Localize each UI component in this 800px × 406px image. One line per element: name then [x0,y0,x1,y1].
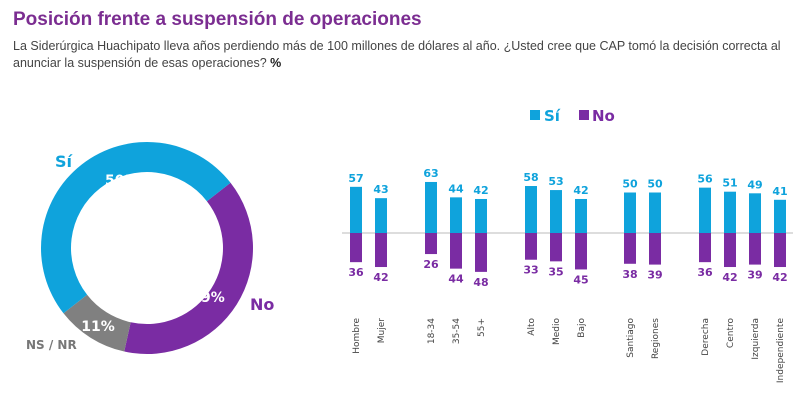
unit-label: % [270,56,282,70]
bar-no-Derecha [699,233,711,263]
label-no-Mujer: 42 [373,271,388,284]
donut-value-label: 11% [81,319,115,335]
category-label-Hombre: Hombre [352,318,362,354]
bar-si-18-34 [425,181,437,233]
label-si-Izquierda: 49 [747,178,762,191]
label-no-Medio: 35 [548,265,563,278]
bar-no-Izquierda [749,233,761,265]
legend-label-no: No [592,107,615,125]
label-si-Centro: 51 [722,177,737,190]
bar-si-Centro [724,191,736,233]
bar-no-Regiones [649,233,661,265]
label-si-Derecha: 56 [697,173,713,186]
chart-title: Posición frente a suspensión de operacio… [13,9,422,30]
bar-si-Regiones [649,192,661,233]
question-text: La Siderúrgica Huachipato lleva años per… [13,39,781,70]
legend-swatch-si [530,110,540,120]
label-si-Bajo: 42 [573,184,588,197]
bar-si-Hombre [350,186,362,233]
bar-si-35-54 [450,197,462,233]
bar-si-Derecha [699,187,711,233]
category-label-Mujer: Mujer [377,318,387,344]
label-no-Regiones: 39 [647,269,662,282]
category-label-18-34: 18-34 [427,318,437,344]
bar-si-Mujer [375,198,387,233]
label-no-Independiente: 42 [772,271,787,284]
donut-slice-1 [124,182,253,354]
bar-no-Santiago [624,233,636,264]
category-label-35-54: 35-54 [452,318,462,344]
bar-no-Hombre [350,233,362,263]
label-si-Hombre: 57 [348,172,363,185]
bar-no-Bajo [575,233,587,270]
category-label-Regiones: Regiones [651,318,661,359]
bar-no-Medio [550,233,562,262]
label-no-55+: 48 [473,276,488,289]
label-no-18-34: 26 [423,258,439,271]
donut-label-nsnr: NS / NR [26,338,77,352]
bar-si-Independiente [774,199,786,233]
bar-si-Izquierda [749,193,761,233]
bar-no-Alto [525,233,537,260]
category-label-Santiago: Santiago [626,318,636,358]
label-no-Izquierda: 39 [747,269,762,282]
bar-no-Mujer [375,233,387,268]
label-si-35-54: 44 [448,182,464,195]
label-no-Alto: 33 [523,264,538,277]
label-si-Independiente: 41 [772,185,787,198]
bar-si-Medio [550,190,562,233]
category-label-Izquierda: Izquierda [751,318,761,360]
category-label-55+: 55+ [477,318,487,337]
bar-no-Centro [724,233,736,268]
label-si-55+: 42 [473,184,488,197]
donut-slice-0 [40,142,231,314]
bar-si-Alto [525,186,537,233]
bar-si-55+ [475,198,487,233]
legend-swatch-no [579,110,589,120]
donut-value-label: 39% [191,290,225,306]
label-no-Bajo: 45 [573,273,588,286]
label-si-Alto: 58 [523,171,538,184]
bar-si-Santiago [624,192,636,233]
donut-value-label: 50% [105,173,139,189]
donut-label-si: Sí [55,152,74,171]
bar-no-35-54 [450,233,462,269]
label-si-18-34: 63 [423,167,438,180]
label-no-35-54: 44 [448,273,464,286]
bar-si-Bajo [575,198,587,233]
category-label-Medio: Medio [552,318,562,346]
bar-no-Independiente [774,233,786,268]
label-no-Derecha: 36 [697,266,713,279]
category-label-Bajo: Bajo [577,318,587,338]
category-label-Independiente: Independiente [776,318,786,384]
label-no-Santiago: 38 [622,268,637,281]
bar-no-55+ [475,233,487,272]
category-label-Centro: Centro [726,318,736,349]
label-si-Santiago: 50 [622,178,638,191]
label-no-Centro: 42 [722,271,737,284]
donut-label-no: No [250,295,274,314]
donut-slice-2 [63,294,131,352]
label-no-Hombre: 36 [348,266,364,279]
label-si-Medio: 53 [548,175,563,188]
label-si-Mujer: 43 [373,183,388,196]
legend-label-si: Sí [544,107,561,125]
category-label-Alto: Alto [527,318,537,336]
label-si-Regiones: 50 [647,178,663,191]
bar-no-18-34 [425,233,437,255]
category-label-Derecha: Derecha [701,318,711,356]
chart-subtitle: La Siderúrgica Huachipato lleva años per… [13,38,793,72]
